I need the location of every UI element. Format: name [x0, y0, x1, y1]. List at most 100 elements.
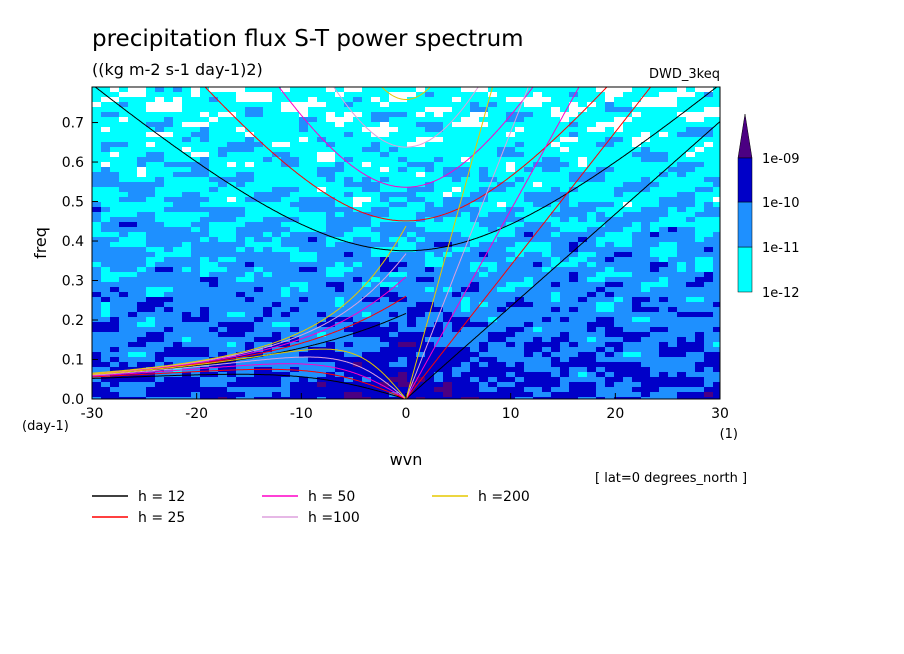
spectrum-cell [263, 152, 273, 158]
spectrum-cell [371, 232, 381, 238]
spectrum-cell [110, 167, 120, 173]
spectrum-cell [686, 372, 696, 378]
spectrum-cell [596, 312, 606, 318]
spectrum-cell [137, 167, 147, 173]
spectrum-cell [263, 392, 273, 398]
spectrum-cell [515, 147, 525, 153]
spectrum-cell [227, 302, 237, 308]
spectrum-cell [146, 272, 156, 278]
spectrum-cell [596, 302, 606, 308]
spectrum-cell [362, 352, 372, 358]
spectrum-cell [245, 217, 255, 223]
spectrum-cell [92, 192, 102, 198]
spectrum-cell [335, 87, 345, 93]
spectrum-cell [245, 202, 255, 208]
spectrum-cell [578, 137, 588, 143]
spectrum-cell [704, 312, 714, 318]
spectrum-cell [497, 297, 507, 303]
spectrum-cell [236, 102, 246, 108]
spectrum-cell [218, 162, 228, 168]
spectrum-cell [596, 262, 606, 268]
spectrum-cell [488, 97, 498, 103]
spectrum-cell [542, 302, 552, 308]
spectrum-cell [569, 202, 579, 208]
spectrum-cell [308, 192, 318, 198]
spectrum-cell [101, 192, 111, 198]
spectrum-cell [272, 252, 282, 258]
spectrum-cell [110, 362, 120, 368]
spectrum-cell [434, 372, 444, 378]
spectrum-cell [425, 372, 435, 378]
spectrum-cell [713, 322, 720, 328]
spectrum-cell [92, 337, 102, 343]
spectrum-cell [362, 117, 372, 123]
spectrum-cell [218, 322, 228, 328]
spectrum-cell [200, 202, 210, 208]
spectrum-cell [245, 292, 255, 298]
spectrum-cell [110, 152, 120, 158]
spectrum-cell [290, 322, 300, 328]
spectrum-cell [623, 157, 633, 163]
spectrum-cell [272, 167, 282, 173]
spectrum-cell [461, 282, 471, 288]
spectrum-cell [524, 197, 534, 203]
spectrum-cell [290, 277, 300, 283]
spectrum-cell [263, 397, 273, 399]
spectrum-cell [209, 92, 219, 98]
spectrum-cell [551, 207, 561, 213]
spectrum-cell [380, 397, 390, 399]
spectrum-cell [695, 352, 705, 358]
spectrum-cell [425, 317, 435, 323]
spectrum-cell [218, 112, 228, 118]
spectrum-cell [200, 167, 210, 173]
spectrum-cell [218, 377, 228, 383]
spectrum-cell [605, 107, 615, 113]
inertia-gravity-line [204, 87, 608, 222]
spectrum-cell [578, 167, 588, 173]
spectrum-cell [686, 237, 696, 243]
spectrum-cell [713, 307, 720, 313]
x-tick-label: -30 [81, 406, 104, 422]
spectrum-cell [614, 297, 624, 303]
spectrum-cell [326, 102, 336, 108]
inertia-gravity-line [94, 87, 718, 252]
spectrum-cell [533, 367, 543, 373]
spectrum-cell [263, 387, 273, 393]
spectrum-cell [560, 352, 570, 358]
spectrum-cell [191, 97, 201, 103]
spectrum-cell [227, 117, 237, 123]
spectrum-cell [119, 162, 129, 168]
spectrum-cell [470, 332, 480, 338]
spectrum-cell [128, 142, 138, 148]
spectrum-cell [389, 367, 399, 373]
spectrum-cell [416, 297, 426, 303]
spectrum-cell [218, 347, 228, 353]
spectrum-cell [614, 347, 624, 353]
spectrum-cell [551, 132, 561, 138]
spectrum-cell [443, 277, 453, 283]
spectrum-cell [281, 362, 291, 368]
spectrum-cell [92, 172, 102, 178]
spectrum-cell [128, 337, 138, 343]
spectrum-cell [686, 302, 696, 308]
spectrum-cell [470, 377, 480, 383]
spectrum-cell [380, 102, 390, 108]
spectrum-cell [191, 247, 201, 253]
spectrum-cell [704, 322, 714, 328]
spectrum-cell [353, 317, 363, 323]
spectrum-cell [551, 157, 561, 163]
spectrum-cell [434, 292, 444, 298]
spectrum-cell [200, 257, 210, 263]
spectrum-cell [164, 372, 174, 378]
spectrum-cell [542, 277, 552, 283]
spectrum-cell [362, 107, 372, 113]
spectrum-cell [596, 197, 606, 203]
spectrum-cell [254, 327, 264, 333]
spectrum-cell [416, 267, 426, 273]
spectrum-cell [326, 127, 336, 133]
spectrum-cell [650, 357, 660, 363]
spectrum-cell [110, 267, 120, 273]
spectrum-cell [335, 342, 345, 348]
spectrum-cell [182, 277, 192, 283]
spectrum-cell [578, 162, 588, 168]
